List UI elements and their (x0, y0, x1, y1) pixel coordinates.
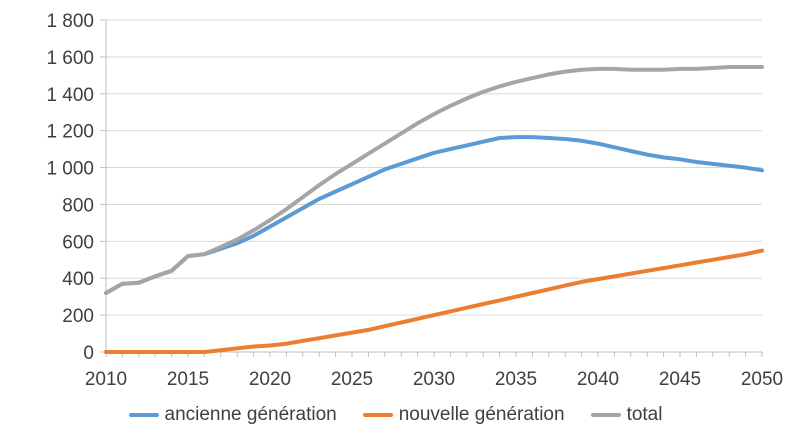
y-tick-label: 200 (62, 306, 94, 327)
series-lines (104, 65, 764, 354)
y-tick-label: 600 (62, 232, 94, 253)
x-tick-label: 2010 (85, 369, 127, 390)
x-tick-label: 2020 (249, 369, 291, 390)
gridlines (106, 19, 762, 316)
legend-swatch-nouvelle (362, 413, 393, 417)
x-tick-label: 2030 (413, 369, 455, 390)
y-tick-label: 1 800 (46, 11, 94, 32)
series-line-total (104, 65, 764, 295)
y-tick-labels: 0 200 400 600 800 1 000 1 200 1 400 1 600 1 800 (46, 11, 94, 364)
legend-swatch-total (590, 413, 621, 417)
series-line-nouvelle (104, 248, 764, 354)
x-tick-label: 2025 (331, 369, 373, 390)
y-tick-label: 1 200 (46, 122, 94, 143)
y-tick-label: 400 (62, 269, 94, 290)
legend: ancienne génération nouvelle génération … (0, 404, 791, 426)
line-chart: 0 200 400 600 800 1 000 1 200 1 400 1 600 1 800 2… (46, 11, 783, 390)
legend-label-ancienne: ancienne génération (164, 404, 337, 425)
y-tick-label: 0 (83, 343, 94, 364)
legend-item-total: total (590, 404, 663, 426)
x-tick-labels: 2010 2015 2020 2025 2030 2035 2040 2045 2050 (85, 369, 783, 390)
x-tick-label: 2040 (577, 369, 619, 390)
legend-item-nouvelle: nouvelle génération (362, 404, 565, 426)
legend-label-total: total (626, 404, 663, 425)
x-tick-label: 2015 (167, 369, 209, 390)
y-tick-label: 800 (62, 195, 94, 216)
y-tick-label: 1 400 (46, 85, 94, 106)
x-tick-label: 2050 (741, 369, 783, 390)
x-tick-label: 2045 (659, 369, 701, 390)
legend-label-nouvelle: nouvelle génération (398, 404, 565, 425)
y-tick-label: 1 600 (46, 48, 94, 69)
y-tick-label: 1 000 (46, 159, 94, 180)
legend-swatch-ancienne (128, 413, 159, 417)
x-tick-label: 2035 (495, 369, 537, 390)
legend-item-ancienne: ancienne génération (128, 404, 337, 426)
